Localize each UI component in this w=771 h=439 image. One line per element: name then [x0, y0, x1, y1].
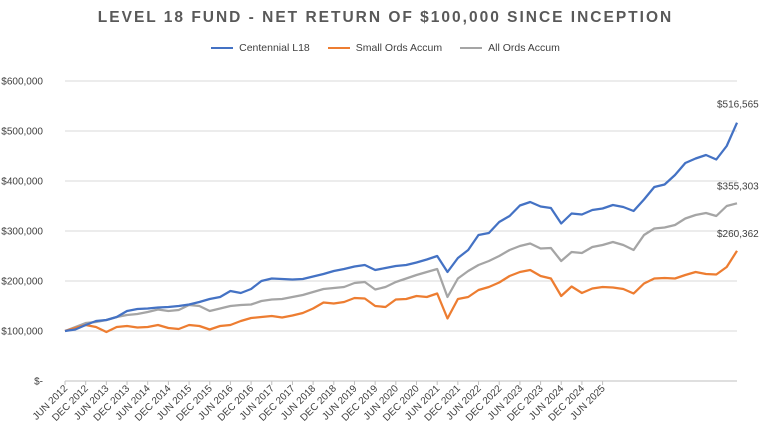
legend: Centennial L18 Small Ords Accum All Ords…	[0, 42, 771, 54]
legend-item-all-ords: All Ords Accum	[460, 42, 560, 54]
legend-swatch-small-ords	[327, 46, 350, 50]
end-label-2: $355,303	[717, 181, 759, 192]
legend-swatch-centennial	[211, 46, 234, 50]
y-tick-label-2: $200,000	[1, 277, 43, 288]
legend-swatch-all-ords	[460, 46, 483, 50]
legend-label-centennial: Centennial L18	[239, 42, 310, 54]
y-tick-label-4: $400,000	[1, 177, 43, 188]
legend-label-small-ords: Small Ords Accum	[355, 42, 443, 54]
y-tick-label-6: $600,000	[1, 77, 43, 88]
end-label-1: $260,362	[717, 229, 759, 240]
series-line-1	[64, 250, 738, 334]
y-tick-label-5: $500,000	[1, 127, 43, 138]
chart-title: LEVEL 18 FUND - NET RETURN OF $100,000 S…	[97, 9, 674, 26]
legend-label-all-ords: All Ords Accum	[488, 42, 560, 54]
end-label-0: $516,565	[717, 100, 759, 111]
y-tick-label-0: $-	[34, 377, 43, 388]
y-tick-label-1: $100,000	[1, 327, 43, 338]
legend-item-centennial: Centennial L18	[211, 42, 310, 54]
series-line-2	[64, 202, 738, 333]
y-tick-label-3: $300,000	[1, 227, 43, 238]
series-line-0	[64, 122, 739, 333]
legend-item-small-ords: Small Ords Accum	[327, 42, 443, 54]
